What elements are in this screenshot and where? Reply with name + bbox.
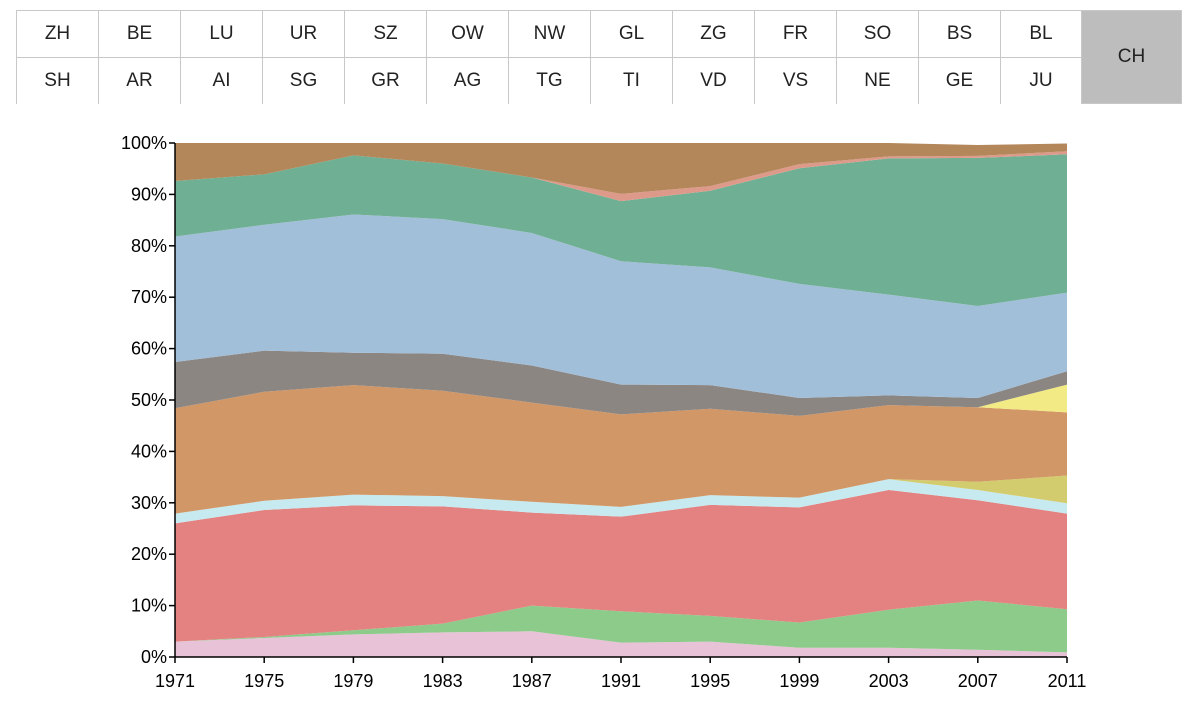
area-series-9 [175, 214, 1067, 398]
canton-button-ch[interactable]: CH [1082, 11, 1181, 103]
x-tick-label: 1991 [601, 671, 641, 691]
canton-rows: ZH BE LU UR SZ OW NW GL ZG FR SO BS BL SH AR AI SG GR AG T… [17, 11, 1082, 104]
x-tick-label: 2011 [1048, 671, 1087, 691]
canton-selector: ZH BE LU UR SZ OW NW GL ZG FR SO BS BL SH AR AI SG GR AG T… [16, 10, 1182, 104]
canton-button-vd[interactable]: VD [673, 58, 755, 104]
canton-button-sh[interactable]: SH [17, 58, 99, 104]
x-tick-label: 1999 [779, 671, 819, 691]
canton-button-ne[interactable]: NE [837, 58, 919, 104]
y-tick-label: 90% [131, 184, 167, 204]
canton-button-ai[interactable]: AI [181, 58, 263, 104]
chart-areas [175, 143, 1067, 657]
x-tick-label: 2003 [869, 671, 909, 691]
y-tick-label: 100% [121, 133, 167, 153]
x-axis: 1971 1975 1979 1983 1987 1991 1995 1999 2003 2007… [155, 656, 1087, 691]
canton-button-bl[interactable]: BL [1001, 11, 1082, 57]
y-tick-label: 30% [131, 493, 167, 513]
canton-button-ow[interactable]: OW [427, 11, 509, 57]
canton-button-sz[interactable]: SZ [345, 11, 427, 57]
canton-button-gr[interactable]: GR [345, 58, 427, 104]
area-series-11 [175, 151, 1067, 202]
y-tick-label: 70% [131, 287, 167, 307]
canton-button-tg[interactable]: TG [509, 58, 591, 104]
canton-button-ge[interactable]: GE [919, 58, 1001, 104]
y-tick-label: 50% [131, 390, 167, 410]
canton-button-ti[interactable]: TI [591, 58, 673, 104]
canton-button-bs[interactable]: BS [919, 11, 1001, 57]
canton-button-sg[interactable]: SG [263, 58, 345, 104]
canton-button-vs[interactable]: VS [755, 58, 837, 104]
x-tick-label: 1995 [690, 671, 730, 691]
y-tick-label: 20% [131, 544, 167, 564]
x-tick-label: 2007 [958, 671, 998, 691]
canton-row-1: ZH BE LU UR SZ OW NW GL ZG FR SO BS BL [17, 11, 1082, 57]
area-series-12 [175, 143, 1067, 194]
canton-button-lu[interactable]: LU [181, 11, 263, 57]
canton-row-2: SH AR AI SG GR AG TG TI VD VS NE GE JU [17, 57, 1082, 104]
canton-button-so[interactable]: SO [837, 11, 919, 57]
area-series-4 [175, 479, 1067, 524]
area-series-6 [175, 385, 1067, 514]
canton-button-zg[interactable]: ZG [673, 11, 755, 57]
canton-button-ur[interactable]: UR [263, 11, 345, 57]
y-tick-label: 60% [131, 339, 167, 359]
canton-button-fr[interactable]: FR [755, 11, 837, 57]
canton-button-zh[interactable]: ZH [17, 11, 99, 57]
x-tick-label: 1983 [423, 671, 463, 691]
y-tick-label: 40% [131, 441, 167, 461]
canton-button-ag[interactable]: AG [427, 58, 509, 104]
y-axis: 0% 10% 20% 30% 40% 50% 60% 70% 80% 90% 100% [121, 133, 176, 667]
area-series-1 [175, 631, 1067, 657]
canton-button-nw[interactable]: NW [509, 11, 591, 57]
canton-button-ju[interactable]: JU [1001, 58, 1082, 104]
x-tick-label: 1979 [333, 671, 373, 691]
canton-button-gl[interactable]: GL [591, 11, 673, 57]
x-tick-label: 1975 [244, 671, 284, 691]
area-series-8 [175, 350, 1067, 416]
y-tick-label: 80% [131, 236, 167, 256]
canton-button-ar[interactable]: AR [99, 58, 181, 104]
canton-button-be[interactable]: BE [99, 11, 181, 57]
x-tick-label: 1987 [512, 671, 552, 691]
area-series-3 [175, 489, 1067, 642]
x-tick-label: 1971 [155, 671, 195, 691]
area-series-10 [175, 154, 1067, 306]
y-tick-label: 10% [131, 596, 167, 616]
area-series-2 [175, 600, 1067, 653]
y-tick-label: 0% [141, 647, 167, 667]
